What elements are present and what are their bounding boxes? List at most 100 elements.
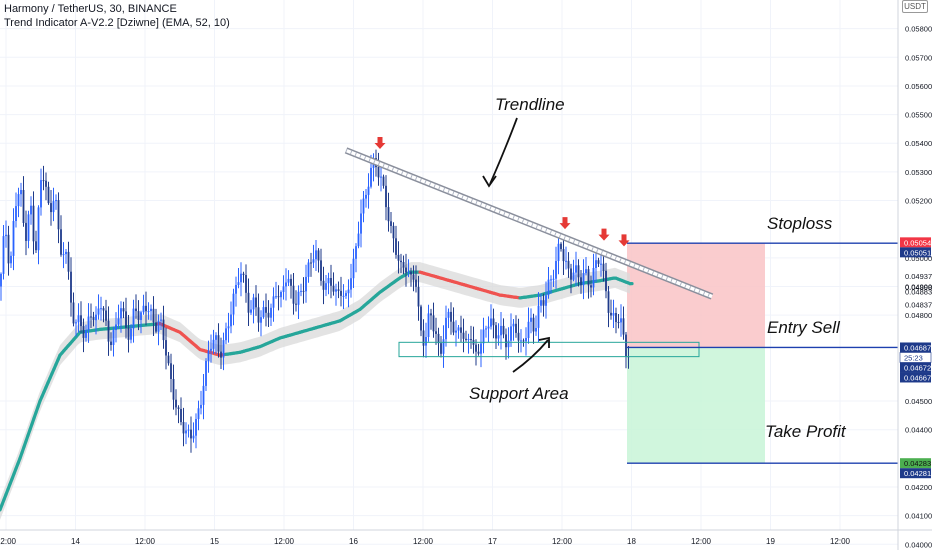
y-tick-label: 0.05800: [905, 25, 932, 34]
candle-body: [0, 273, 2, 287]
candle-body: [200, 404, 202, 409]
candle-body: [485, 328, 487, 330]
candle-body: [545, 295, 547, 306]
y-tick-label: 0.05000: [905, 254, 932, 263]
y-tick-label: 0.04100: [905, 512, 932, 521]
candle-body: [512, 323, 515, 327]
candle-body: [595, 260, 597, 268]
candle-body: [185, 430, 187, 434]
candle-body: [560, 243, 562, 250]
candle-body: [470, 339, 472, 340]
candle-body: [587, 269, 590, 286]
candle-body: [467, 339, 470, 340]
candle-body: [392, 225, 395, 239]
symbol-title: Harmony / TetherUS, 30, BINANCE: [4, 3, 177, 15]
candle-body: [72, 302, 75, 324]
candle-body: [507, 340, 510, 348]
y-tick-label: 0.04800: [905, 311, 932, 320]
candle-body: [97, 308, 100, 315]
candle-body: [177, 407, 180, 409]
y-tick-label: 0.05700: [905, 53, 932, 62]
price-badge-label: 0.05051: [904, 248, 931, 257]
candle-body: [297, 291, 300, 305]
candle-body: [540, 300, 542, 306]
candle-body: [365, 194, 367, 199]
price-badge: [900, 247, 931, 258]
candle-body: [265, 307, 267, 313]
candle-body: [52, 201, 55, 213]
stoploss-label: Stoploss: [767, 214, 833, 233]
candle-body: [530, 317, 532, 322]
x-tick-label: 17: [488, 537, 497, 546]
candle-body: [400, 260, 402, 263]
axis-level-label: 0.04898: [905, 283, 932, 292]
candle-body: [615, 313, 617, 322]
candle-body: [455, 330, 457, 333]
candle-body: [262, 307, 265, 318]
price-badge-label: 25:23: [904, 353, 923, 362]
candle-body: [220, 351, 222, 358]
y-tick-label: 0.05400: [905, 139, 932, 148]
candle-body: [90, 316, 92, 318]
x-tick-label: 12:00: [0, 537, 17, 546]
candle-body: [402, 262, 405, 268]
candle-body: [17, 194, 20, 207]
candle-body: [432, 315, 435, 332]
candle-body: [360, 213, 362, 234]
candle-body: [130, 328, 132, 340]
candle-body: [12, 221, 15, 256]
candle-body: [240, 273, 242, 283]
candle-body: [572, 272, 575, 280]
candle-body: [2, 236, 5, 274]
x-tick-label: 12:00: [413, 537, 434, 546]
candle-body: [625, 334, 627, 357]
candle-body: [65, 251, 67, 255]
price-badge: [900, 342, 931, 353]
candle-body: [567, 260, 570, 269]
indicator-title: Trend Indicator A-V2.2 [Dziwne] (EMA, 52…: [4, 17, 230, 29]
price-badge-label: 0.05054: [904, 238, 931, 247]
y-tick-label: 0.04000: [905, 540, 932, 549]
y-tick-label: 0.04400: [905, 426, 932, 435]
candle-body: [160, 319, 162, 321]
candle-body: [525, 338, 527, 342]
candle-body: [235, 285, 237, 294]
price-badge-label: 0.04667: [904, 373, 931, 382]
candle-body: [407, 271, 410, 273]
ema-band: [0, 262, 630, 520]
candle-body: [490, 318, 492, 327]
candle-body: [605, 270, 607, 292]
candle-body: [15, 206, 17, 221]
candle-body: [227, 326, 230, 329]
candle-body: [325, 283, 327, 290]
candle-body: [425, 337, 427, 346]
candle-body: [440, 343, 442, 354]
x-tick-label: 16: [349, 537, 358, 546]
candle-body: [82, 326, 85, 338]
candle-body: [195, 419, 197, 436]
gridlines: [0, 0, 898, 545]
candle-body: [217, 335, 220, 352]
candle-body: [415, 279, 417, 287]
candle-body: [122, 308, 125, 312]
candle-body: [342, 295, 345, 297]
price-axis: 0.04000 0.04100 0.04200 0.04400 0.04500 0.048…: [897, 0, 932, 550]
candle-body: [167, 355, 170, 364]
candle-body: [100, 308, 102, 310]
candle-body: [257, 307, 260, 323]
candle-body: [125, 311, 127, 328]
candle-body: [340, 290, 342, 296]
candle-body: [602, 263, 605, 271]
candle-body: [332, 285, 335, 292]
candle-body: [67, 251, 70, 272]
candle-body: [307, 262, 310, 277]
candle-body: [70, 271, 72, 303]
candle-body: [607, 291, 610, 313]
x-tick-label: 12:00: [135, 537, 156, 546]
candle-body: [620, 318, 622, 323]
candle-body: [357, 233, 360, 247]
candle-body: [387, 207, 390, 222]
candle-body: [245, 275, 247, 293]
